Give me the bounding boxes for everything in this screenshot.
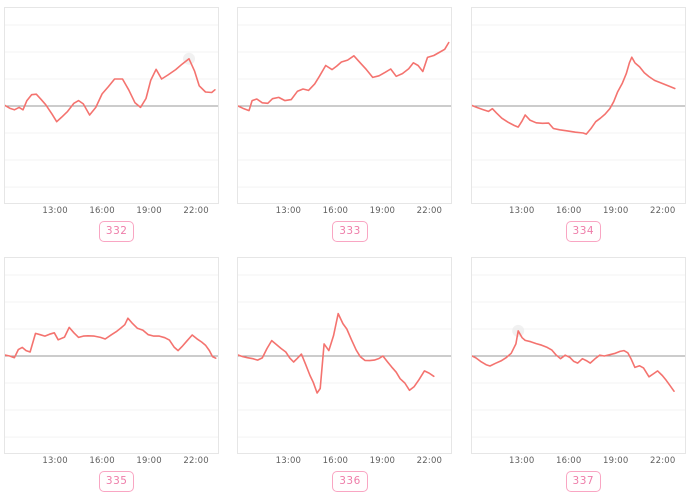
x-axis-labels: 13:00 16:00 19:00 22:00 <box>238 206 451 218</box>
x-axis-labels: 13:00 16:00 19:00 22:00 <box>238 456 451 468</box>
chart-svg <box>5 274 218 438</box>
series-line <box>5 57 216 123</box>
x-tick-label: 19:00 <box>603 456 629 466</box>
chart-id-badge-334[interactable]: 334 <box>565 221 602 242</box>
x-tick-label: 13:00 <box>275 456 302 466</box>
chart-cell-336: 13:00 16:00 19:00 22:00 336 <box>233 250 466 500</box>
x-tick-label: 19:00 <box>369 206 396 216</box>
chart-id-badge-336[interactable]: 336 <box>332 471 368 492</box>
chart-svg <box>471 24 685 188</box>
x-axis-labels: 13:00 16:00 19:00 22:00 <box>5 456 218 468</box>
chart-id-badge-335[interactable]: 335 <box>98 471 135 492</box>
series-line <box>471 56 676 135</box>
x-tick-label: 19:00 <box>603 206 629 216</box>
line-chart-336[interactable] <box>237 257 453 454</box>
chart-cell-333: 13:00 16:00 19:00 22:00 333 <box>233 0 466 250</box>
x-tick-label: 16:00 <box>322 206 349 216</box>
chart-svg <box>238 274 452 438</box>
line-chart-334[interactable] <box>470 7 686 204</box>
x-tick-label: 22:00 <box>183 206 209 216</box>
x-tick-label: 13:00 <box>275 206 302 216</box>
line-chart-332[interactable] <box>4 7 219 204</box>
x-tick-label: 19:00 <box>369 456 396 466</box>
x-tick-label: 19:00 <box>136 456 162 466</box>
series-line <box>5 317 217 359</box>
x-tick-label: 13:00 <box>42 206 68 216</box>
badge-row: 332 <box>0 219 233 242</box>
badge-row: 333 <box>233 219 466 242</box>
x-tick-label: 19:00 <box>136 206 162 216</box>
x-tick-label: 22:00 <box>416 206 443 216</box>
chart-svg <box>471 274 685 438</box>
x-tick-label: 16:00 <box>556 456 582 466</box>
badge-row: 335 <box>0 469 233 492</box>
line-chart-337[interactable] <box>470 257 686 454</box>
x-tick-label: 13:00 <box>509 206 535 216</box>
x-tick-label: 16:00 <box>89 456 115 466</box>
badge-row: 337 <box>467 469 700 492</box>
x-axis-labels: 13:00 16:00 19:00 22:00 <box>5 206 218 218</box>
chart-id-badge-337[interactable]: 337 <box>565 471 602 492</box>
x-tick-label: 22:00 <box>416 456 443 466</box>
chart-cell-332: 13:00 16:00 19:00 22:00 332 <box>0 0 233 250</box>
line-chart-333[interactable] <box>237 7 453 204</box>
x-tick-label: 13:00 <box>509 456 535 466</box>
x-axis-labels: 13:00 16:00 19:00 22:00 <box>472 456 685 468</box>
series-line <box>238 312 435 394</box>
x-tick-label: 22:00 <box>650 456 676 466</box>
x-tick-label: 22:00 <box>650 206 676 216</box>
line-chart-335[interactable] <box>4 257 219 454</box>
x-tick-label: 16:00 <box>322 456 349 466</box>
chart-cell-337: 13:00 16:00 19:00 22:00 337 <box>467 250 700 500</box>
badge-row: 336 <box>233 469 466 492</box>
chart-id-badge-333[interactable]: 333 <box>332 221 368 242</box>
chart-cell-334: 13:00 16:00 19:00 22:00 334 <box>467 0 700 250</box>
x-tick-label: 22:00 <box>183 456 209 466</box>
x-axis-labels: 13:00 16:00 19:00 22:00 <box>472 206 685 218</box>
chart-id-badge-332[interactable]: 332 <box>98 221 135 242</box>
x-tick-label: 13:00 <box>42 456 68 466</box>
chart-cell-335: 13:00 16:00 19:00 22:00 335 <box>0 250 233 500</box>
chart-svg <box>5 24 218 188</box>
chart-svg <box>238 24 452 188</box>
x-tick-label: 16:00 <box>89 206 115 216</box>
badge-row: 334 <box>467 219 700 242</box>
series-line <box>238 41 450 112</box>
x-tick-label: 16:00 <box>556 206 582 216</box>
series-line <box>471 330 675 392</box>
